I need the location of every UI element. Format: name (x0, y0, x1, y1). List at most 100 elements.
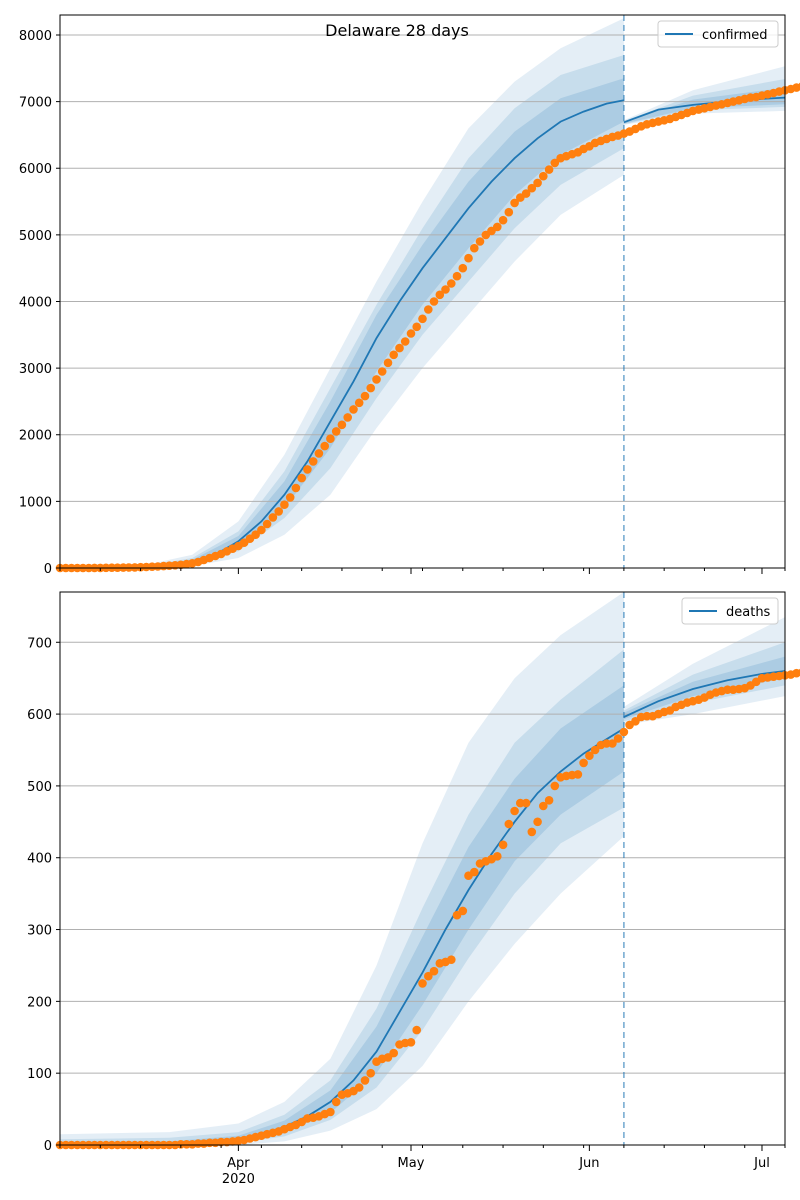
deaths-observed-point (331, 1097, 341, 1107)
deaths-observed-point (498, 840, 508, 850)
confirmed-observed-point (262, 519, 272, 529)
confirmed-band-outer-forecast (623, 66, 785, 125)
legend-box (681, 597, 779, 625)
confirmed-observed-point (285, 493, 295, 502)
deaths-observed-point (585, 751, 594, 760)
legend-label-deaths: deaths (726, 605, 771, 620)
deaths-observed-point (412, 1025, 422, 1035)
confirmed-observed-point (395, 343, 404, 353)
confirmed-y-tick-label: 6000 (19, 162, 52, 177)
deaths-x-tick-sublabel: 2020 (222, 1172, 255, 1187)
confirmed-y-tick-label: 1000 (19, 495, 52, 510)
confirmed-observed-point (314, 449, 324, 458)
confirmed-observed-point (320, 441, 330, 451)
confirmed-observed-point (418, 314, 427, 324)
confirmed-observed-point (464, 253, 473, 263)
confirmed-observed-point (349, 405, 358, 414)
confirmed-observed-point (360, 391, 370, 401)
confirmed-observed-point (400, 337, 410, 346)
confirmed-observed-point (544, 165, 554, 174)
confirmed-observed-point (550, 158, 560, 168)
confirmed-observed-point (331, 427, 341, 436)
deaths-y-tick-label: 400 (27, 852, 52, 867)
confirmed-y-tick-label: 8000 (19, 29, 52, 44)
deaths-observed-point (447, 955, 456, 964)
confirmed-observed-point (504, 207, 514, 217)
deaths-forecast-line (623, 670, 786, 718)
deaths-observed-point (504, 819, 514, 829)
confirmed-observed-point (527, 183, 537, 193)
confirmed-band-outer-fit (60, 18, 624, 569)
legend-box (657, 20, 779, 48)
confirmed-observed-point (280, 500, 289, 510)
confirmed-observed-point (412, 322, 422, 332)
deaths-observed-point (418, 979, 427, 988)
confirmed-observed-point (372, 375, 381, 384)
confirmed-observed-points (55, 82, 800, 573)
deaths-observed-point (619, 727, 629, 737)
confirmed-uncertainty-bands (60, 18, 785, 569)
deaths-y-tick-label: 100 (27, 1067, 52, 1082)
deaths-observed-point (579, 758, 588, 768)
confirmed-observed-point (447, 279, 456, 288)
confirmed-band-inner-fit (60, 78, 624, 569)
confirmed-y-tick-label: 0 (44, 562, 52, 577)
deaths-y-tick-label: 500 (27, 780, 52, 795)
confirmed-observed-point (452, 271, 462, 281)
deaths-observed-point (590, 745, 600, 755)
confirmed-observed-point (498, 215, 508, 225)
legend-label-confirmed: confirmed (702, 28, 768, 43)
deaths-x-tick-label: Jul (753, 1156, 770, 1171)
confirmed-observed-point (475, 237, 485, 246)
confirmed-observed-point (268, 513, 278, 522)
confirmed-observed-point (533, 178, 542, 188)
chart-title: Delaware 28 days (325, 21, 469, 40)
deaths-observed-point (792, 668, 800, 678)
confirmed-observed-point (343, 413, 353, 422)
confirmed-observed-point (366, 383, 376, 393)
deaths-band-outer-forecast (623, 617, 785, 725)
confirmed-observed-point (406, 329, 416, 338)
confirmed-panel: 0 1000 2000 3000 4000 5000 6000 7000 8000 Delawa… (19, 14, 800, 577)
confirmed-y-tick-label: 7000 (19, 96, 52, 111)
confirmed-observed-point (257, 525, 266, 535)
confirmed-observed-point (458, 263, 468, 273)
deaths-x-tick-label: May (398, 1156, 425, 1171)
deaths-observed-point (354, 1083, 364, 1092)
confirmed-band-middle-fit (60, 55, 624, 568)
deaths-observed-point (366, 1068, 376, 1078)
deaths-observed-point (510, 806, 519, 816)
deaths-band-middle-fit (60, 649, 624, 1145)
confirmed-observed-point (493, 222, 502, 232)
confirmed-observed-point (308, 457, 318, 466)
confirmed-observed-point (337, 420, 347, 430)
deaths-observed-point (539, 801, 548, 811)
deaths-band-inner-forecast (623, 656, 785, 720)
confirmed-legend: confirmed (657, 20, 779, 48)
confirmed-y-tick-label: 5000 (19, 229, 52, 244)
confirmed-observed-point (429, 297, 439, 306)
confirmed-observed-point (470, 243, 479, 253)
confirmed-observed-point (297, 473, 307, 483)
confirmed-observed-point (303, 465, 312, 474)
deaths-observed-point (429, 966, 439, 976)
deaths-observed-points (55, 668, 800, 1150)
deaths-observed-point (389, 1048, 399, 1058)
confirmed-observed-point (441, 285, 450, 294)
confirmed-observed-point (521, 189, 531, 198)
confirmed-observed-point (424, 305, 433, 314)
deaths-observed-point (544, 796, 554, 805)
deaths-y-tick-label: 300 (27, 924, 52, 939)
deaths-legend: deaths (681, 597, 779, 625)
deaths-observed-point (406, 1038, 416, 1047)
deaths-x-tick-label: Apr (227, 1156, 250, 1171)
confirmed-y-tick-label: 2000 (19, 429, 52, 444)
deaths-observed-point (493, 852, 502, 861)
confirmed-y-tick-label: 4000 (19, 295, 52, 310)
deaths-observed-point (360, 1076, 370, 1085)
deaths-observed-point (527, 827, 537, 837)
deaths-observed-point (613, 734, 623, 743)
deaths-x-tick-label: Jun (578, 1156, 599, 1171)
